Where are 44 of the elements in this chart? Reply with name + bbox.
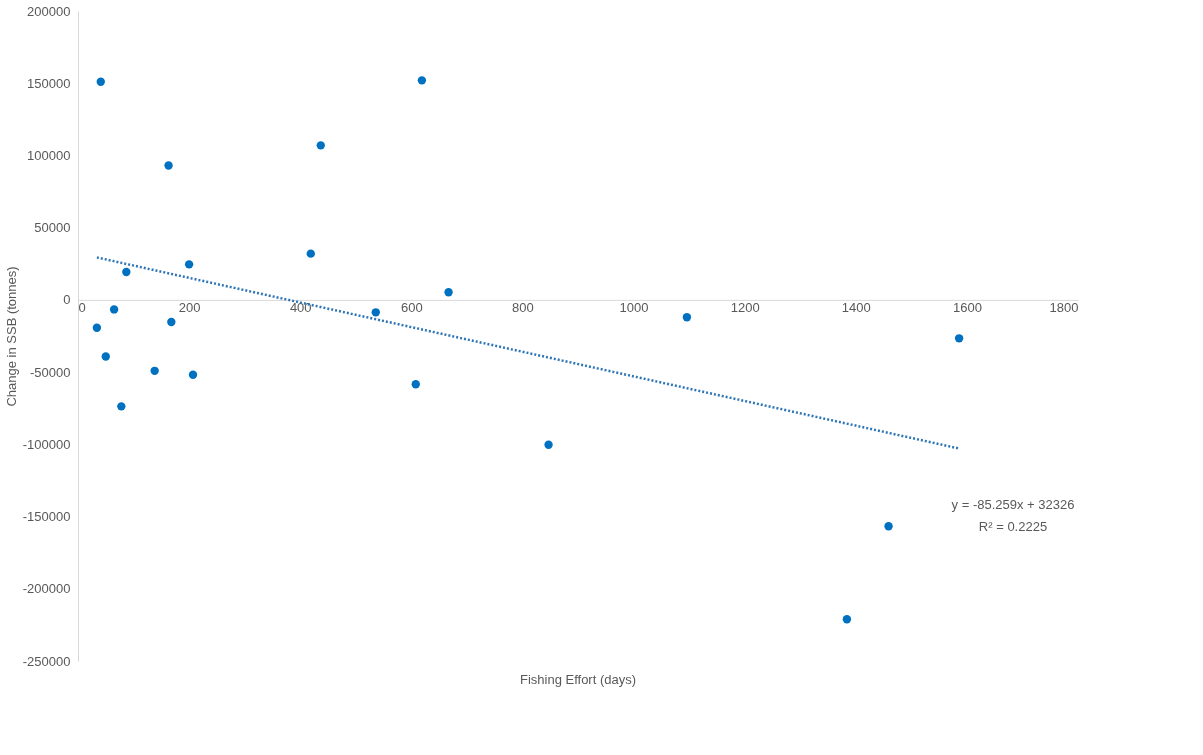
point (954, 334, 964, 343)
x-axis-title: Fishing Effort (days) (519, 672, 637, 687)
point (117, 402, 126, 411)
y-axis-title: Change in SSB (tonnes) (3, 266, 19, 407)
y-tick-label: 150000 (27, 75, 71, 91)
y-tick-label: -150000 (22, 509, 71, 525)
point (164, 161, 173, 170)
y-tick-label: 200000 (27, 3, 71, 19)
point (306, 249, 315, 258)
point (544, 440, 553, 449)
point (411, 380, 420, 389)
point (101, 352, 110, 361)
point (92, 323, 102, 332)
x-tick-label: 600 (400, 300, 423, 316)
point (109, 305, 119, 314)
x-tick-label: 1200 (730, 300, 760, 316)
x-tick-label: 1000 (619, 300, 649, 316)
x-tick-label: 200 (178, 300, 201, 316)
x-tick-label: 1400 (841, 300, 871, 316)
point (371, 308, 380, 317)
x-tick-label: 0 (78, 300, 86, 316)
x-tick-label: 800 (512, 300, 534, 316)
point (316, 141, 325, 150)
point (682, 313, 692, 322)
y-tick-label: -250000 (22, 653, 71, 669)
y-tick-label: 100000 (27, 147, 71, 163)
point (167, 317, 176, 327)
x-tick-label: 400 (289, 300, 312, 316)
y-tick-label: -100000 (22, 436, 71, 452)
point (444, 288, 453, 297)
point (842, 615, 852, 624)
point (150, 366, 159, 375)
y-tick-label: -50000 (30, 364, 71, 380)
point (184, 260, 194, 269)
x-tick-label: 1800 (1049, 300, 1079, 316)
y-tick-label: -200000 (22, 581, 71, 597)
x-tick-label: 1600 (952, 300, 982, 316)
point (884, 522, 893, 531)
annotation: y = -85.259x + 32326 R² = 0.2225 (951, 497, 1075, 534)
point (122, 267, 131, 277)
y-tick-label: 50000 (34, 220, 71, 236)
point (417, 76, 427, 85)
point (188, 370, 198, 379)
point (96, 77, 105, 86)
